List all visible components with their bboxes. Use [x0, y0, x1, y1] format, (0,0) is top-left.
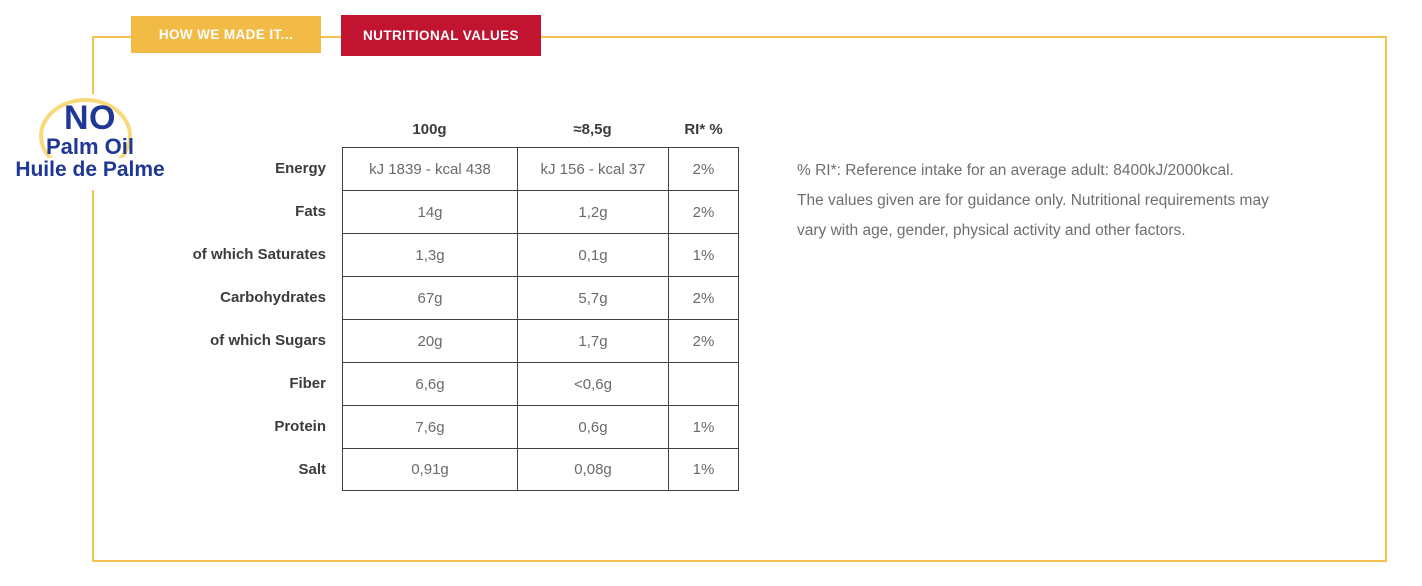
value-fiber-portion: <0,6g [517, 362, 668, 405]
row-label-energy: Energy [275, 160, 326, 177]
logo-text-no: NO [64, 99, 116, 137]
value-protein-100g: 7,6g [342, 405, 517, 448]
logo-text-palm-oil: Palm Oil [45, 134, 135, 159]
value-salt-100g: 0,91g [342, 448, 517, 491]
row-label-sugars: of which Sugars [210, 332, 326, 349]
tab-how-we-made-it[interactable]: HOW WE MADE IT... [131, 16, 321, 53]
row-label-fats: Fats [295, 203, 326, 220]
nutrition-table: 100g ≈8,5g RI* % Energy kJ 1839 - kcal 4… [152, 112, 739, 491]
reference-intake-note: % RI*: Reference intake for an average a… [797, 156, 1269, 246]
row-label-saturates: of which Saturates [192, 246, 326, 263]
value-sugars-100g: 20g [342, 319, 517, 362]
value-saturates-100g: 1,3g [342, 233, 517, 276]
value-protein-portion: 0,6g [517, 405, 668, 448]
column-header-100g: 100g [412, 121, 447, 138]
value-saturates-portion: 0,1g [517, 233, 668, 276]
value-protein-ri: 1% [668, 405, 739, 448]
value-fiber-ri [668, 362, 739, 405]
value-fiber-100g: 6,6g [342, 362, 517, 405]
value-sugars-ri: 2% [668, 319, 739, 362]
value-salt-portion: 0,08g [517, 448, 668, 491]
value-carbohydrates-portion: 5,7g [517, 276, 668, 319]
content-panel [92, 36, 1387, 562]
no-palm-oil-logo: NO Palm Oil Huile de Palme [13, 94, 167, 190]
tab-how-we-made-it-label: HOW WE MADE IT... [158, 27, 294, 42]
tab-nutritional-values-label: NUTRITIONAL VALUES [363, 28, 519, 43]
column-header-ri: RI* % [684, 121, 723, 138]
value-carbohydrates-ri: 2% [668, 276, 739, 319]
value-fats-100g: 14g [342, 190, 517, 233]
note-line-2: The values given are for guidance only. … [797, 192, 1269, 209]
column-header-portion: ≈8,5g [573, 121, 612, 138]
value-sugars-portion: 1,7g [517, 319, 668, 362]
row-label-fiber: Fiber [289, 375, 326, 392]
row-label-carbohydrates: Carbohydrates [220, 289, 326, 306]
value-salt-ri: 1% [668, 448, 739, 491]
value-energy-portion: kJ 156 - kcal 37 [517, 147, 668, 190]
value-fats-ri: 2% [668, 190, 739, 233]
value-saturates-ri: 1% [668, 233, 739, 276]
value-fats-portion: 1,2g [517, 190, 668, 233]
header-spacer [152, 112, 342, 147]
value-carbohydrates-100g: 67g [342, 276, 517, 319]
note-line-3: vary with age, gender, physical activity… [797, 222, 1186, 239]
value-energy-ri: 2% [668, 147, 739, 190]
logo-text-huile-de-palme: Huile de Palme [13, 158, 167, 182]
value-energy-100g: kJ 1839 - kcal 438 [342, 147, 517, 190]
tab-nutritional-values[interactable]: NUTRITIONAL VALUES [341, 15, 541, 56]
row-label-protein: Protein [274, 418, 326, 435]
note-line-1: % RI*: Reference intake for an average a… [797, 162, 1234, 179]
row-label-salt: Salt [298, 461, 326, 478]
